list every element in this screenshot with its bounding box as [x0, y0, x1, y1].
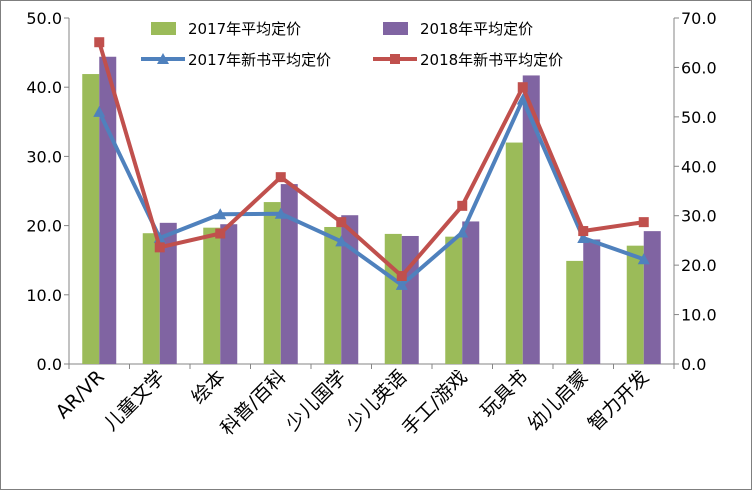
bar-2 — [99, 56, 117, 364]
right-tick-label: 30.0 — [681, 207, 717, 226]
bar-2 — [462, 221, 480, 364]
line-point-square — [396, 271, 407, 282]
line-point-triangle — [93, 105, 106, 117]
bar-1 — [445, 236, 463, 364]
line-point-triangle — [335, 235, 348, 247]
line-point-triangle — [637, 253, 650, 265]
left-tick-label: 40.0 — [26, 78, 62, 97]
bar-1 — [505, 142, 523, 364]
left-tick-label: 10.0 — [26, 286, 62, 305]
category-label: AR/VR — [52, 366, 109, 423]
bar-2 — [159, 222, 177, 364]
category-label: 玩具书 — [476, 366, 532, 422]
line-point-square — [94, 37, 105, 48]
line-point-triangle — [577, 231, 590, 243]
bar-2 — [522, 75, 540, 364]
category-label: 手工/游戏 — [398, 366, 472, 440]
legend-label: 2017年平均定价 — [188, 20, 301, 38]
line-point-square — [275, 172, 286, 183]
line-point-square — [578, 226, 589, 237]
category-label: 幼儿启蒙 — [523, 366, 592, 435]
line-point-triangle — [395, 278, 408, 290]
line-point-square — [517, 82, 528, 93]
line-point-square — [154, 242, 165, 253]
bar-1 — [384, 233, 402, 364]
legend-swatch-bar — [383, 22, 408, 35]
bar-1 — [142, 233, 160, 364]
category-label: 少儿国学 — [281, 366, 350, 435]
category-label: 绘本 — [187, 366, 229, 408]
series-line-2 — [97, 41, 645, 279]
line-point-triangle — [456, 226, 469, 238]
bar-1 — [626, 245, 644, 364]
right-tick-label: 70.0 — [681, 9, 717, 28]
category-label: 科普/百科 — [216, 366, 290, 440]
right-tick-label: 40.0 — [681, 157, 717, 176]
bar-2 — [643, 231, 661, 364]
bar-2 — [280, 184, 298, 364]
line-point-square — [336, 217, 347, 228]
right-tick-label: 0.0 — [681, 355, 706, 374]
series-line-1 — [97, 97, 645, 287]
line-point-square — [638, 217, 649, 228]
bar-1 — [324, 226, 342, 364]
legend-marker-triangle — [157, 53, 169, 64]
left-tick-label: 50.0 — [26, 9, 62, 28]
legend-marker-square — [390, 54, 400, 64]
bar-1 — [203, 227, 221, 364]
legend-label: 2018年新书平均定价 — [420, 51, 563, 69]
legend-swatch-bar — [151, 22, 176, 35]
line-point-square — [457, 200, 468, 211]
left-tick-label: 0.0 — [37, 355, 62, 374]
bar-1 — [82, 74, 100, 364]
left-tick-label: 20.0 — [26, 217, 62, 236]
right-tick-label: 20.0 — [681, 256, 717, 275]
line-point-triangle — [274, 207, 287, 219]
bar-1 — [566, 260, 584, 364]
category-label: 智力开发 — [584, 366, 653, 435]
right-tick-label: 50.0 — [681, 108, 717, 127]
bar-2 — [583, 239, 601, 364]
bar-2 — [401, 235, 419, 364]
legend-label: 2018年平均定价 — [420, 20, 533, 38]
line-point-square — [215, 228, 226, 239]
legend-label: 2017年新书平均定价 — [188, 51, 331, 69]
right-tick-label: 60.0 — [681, 58, 717, 77]
category-label: 儿童文学 — [100, 366, 169, 435]
line-point-triangle — [516, 93, 529, 105]
bar-1 — [263, 202, 281, 364]
line-point-triangle — [214, 208, 227, 220]
bar-2 — [220, 224, 238, 364]
left-tick-label: 30.0 — [26, 147, 62, 166]
right-tick-label: 10.0 — [681, 306, 717, 325]
